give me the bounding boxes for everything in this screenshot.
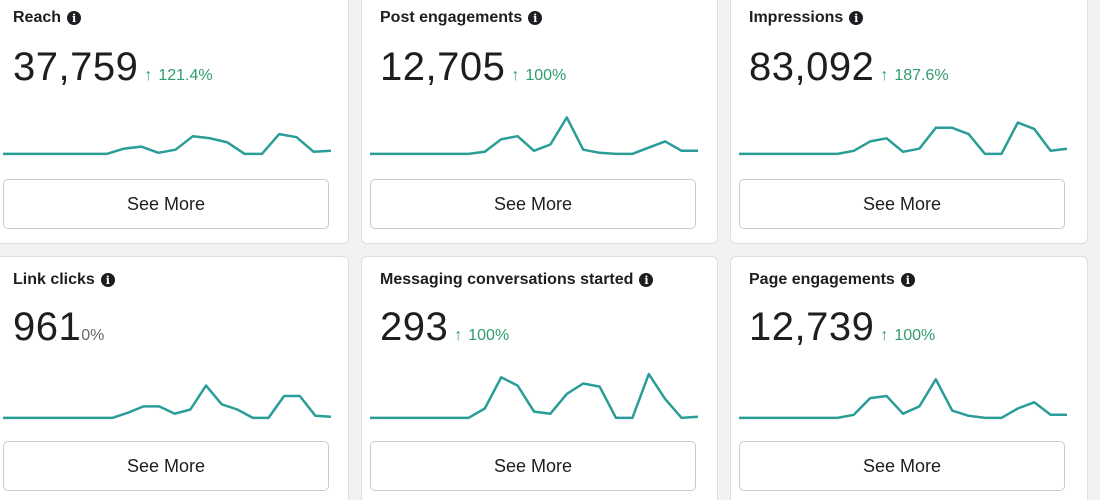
arrow-up-icon: ↑ xyxy=(880,327,889,344)
metric-card-page-engagements: Page engagements i 12,739 ↑ 100% See More xyxy=(730,256,1088,500)
metric-card-messaging-conversations: Messaging conversations started i 293 ↑ 100%… xyxy=(361,256,718,500)
metric-card-post-engagements: Post engagements i 12,705 ↑ 100% See More xyxy=(361,0,718,244)
sparkline-series xyxy=(739,378,1067,420)
metric-card-impressions: Impressions i 83,092 ↑ 187.6% See More xyxy=(730,0,1088,244)
metric-row: 83,092 ↑ 187.6% xyxy=(749,45,949,90)
metric-value: 293 xyxy=(380,305,449,349)
metric-row: 37,759 ↑ 121.4% xyxy=(13,45,213,90)
arrow-up-icon: ↑ xyxy=(454,327,463,344)
sparkline-series xyxy=(3,384,331,420)
sparkline-series xyxy=(3,132,331,156)
info-icon[interactable]: i xyxy=(849,11,864,25)
metric-value: 12,705 xyxy=(380,45,506,89)
metric-value: 83,092 xyxy=(749,45,875,89)
metric-value: 12,739 xyxy=(749,305,875,349)
metric-row: 12,739 ↑ 100% xyxy=(749,305,935,350)
sparkline-series xyxy=(739,121,1067,156)
metric-change-value: 100% xyxy=(894,327,936,344)
sparkline-series xyxy=(370,372,698,420)
metric-row: 961 0% xyxy=(13,305,104,350)
metric-value: 37,759 xyxy=(13,45,139,89)
card-title-label: Page engagements xyxy=(749,271,895,288)
metric-change: 0% xyxy=(81,327,104,345)
sparkline-chart xyxy=(3,132,331,156)
sparkline-chart xyxy=(370,116,698,156)
arrow-up-icon: ↑ xyxy=(511,67,520,84)
card-title: Link clicks i xyxy=(13,271,115,289)
card-title-label: Messaging conversations started xyxy=(380,271,634,288)
metric-card-link-clicks: Link clicks i 961 0% See More xyxy=(0,256,349,500)
card-title-label: Link clicks xyxy=(13,271,95,288)
see-more-button[interactable]: See More xyxy=(739,179,1065,229)
sparkline-series xyxy=(370,116,698,156)
metric-change-value: 187.6% xyxy=(894,67,949,84)
arrow-up-icon: ↑ xyxy=(880,67,889,84)
card-title-label: Impressions xyxy=(749,9,844,26)
card-title-label: Reach xyxy=(13,9,62,26)
metric-change-value: 100% xyxy=(525,67,567,84)
see-more-button[interactable]: See More xyxy=(370,441,696,491)
see-more-button[interactable]: See More xyxy=(3,179,329,229)
info-icon[interactable]: i xyxy=(639,273,654,287)
info-icon[interactable]: i xyxy=(900,273,915,287)
metric-value: 961 xyxy=(13,305,82,349)
card-title-label: Post engagements xyxy=(380,9,523,26)
metric-change: ↑ 100% xyxy=(880,327,935,345)
sparkline-chart xyxy=(739,121,1067,156)
card-title: Page engagements i xyxy=(749,271,915,289)
metric-row: 12,705 ↑ 100% xyxy=(380,45,566,90)
metric-change-value: 0% xyxy=(81,327,105,344)
info-icon[interactable]: i xyxy=(528,11,543,25)
sparkline-chart xyxy=(739,378,1067,420)
metric-change: ↑ 187.6% xyxy=(880,67,948,85)
metric-change: ↑ 100% xyxy=(511,67,566,85)
metric-change: ↑ 100% xyxy=(454,327,509,345)
see-more-button[interactable]: See More xyxy=(739,441,1065,491)
card-title: Reach i xyxy=(13,9,82,27)
see-more-button[interactable]: See More xyxy=(370,179,696,229)
card-title: Post engagements i xyxy=(380,9,543,27)
metric-card-reach: Reach i 37,759 ↑ 121.4% See More xyxy=(0,0,349,244)
card-title: Impressions i xyxy=(749,9,864,27)
sparkline-chart xyxy=(3,384,331,420)
info-icon[interactable]: i xyxy=(67,11,82,25)
card-title: Messaging conversations started i xyxy=(380,271,654,289)
metric-change: ↑ 121.4% xyxy=(144,67,212,85)
info-icon[interactable]: i xyxy=(100,273,115,287)
metric-row: 293 ↑ 100% xyxy=(380,305,509,350)
arrow-up-icon: ↑ xyxy=(144,67,153,84)
metric-change-value: 100% xyxy=(468,327,510,344)
sparkline-chart xyxy=(370,372,698,420)
metric-change-value: 121.4% xyxy=(158,67,213,84)
see-more-button[interactable]: See More xyxy=(3,441,329,491)
